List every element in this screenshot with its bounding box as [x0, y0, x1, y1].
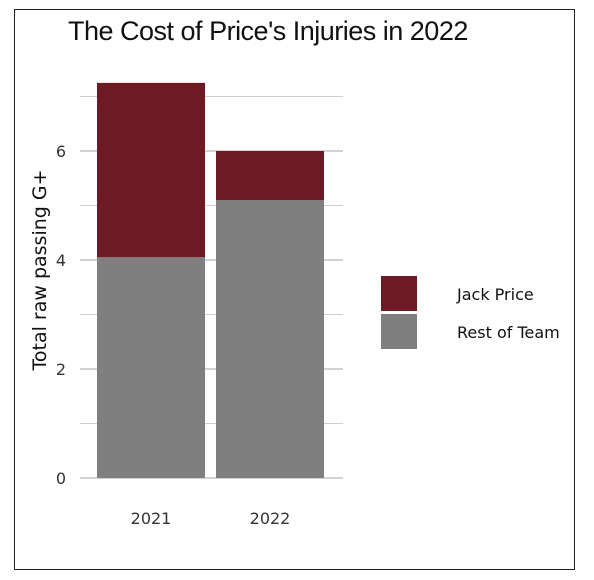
- y-tick-label: 2: [56, 360, 66, 379]
- chart-title: The Cost of Price's Injuries in 2022: [68, 16, 468, 46]
- y-tick-label: 0: [56, 469, 66, 488]
- bar-segment: [97, 257, 205, 478]
- y-tick-label: 6: [56, 142, 66, 161]
- y-axis-label: Total raw passing G+: [29, 169, 51, 371]
- legend-label: Jack Price: [456, 285, 534, 304]
- legend-swatch: [381, 276, 417, 311]
- bar-segment: [97, 82, 205, 258]
- y-tick-label: 4: [56, 251, 66, 270]
- bar-segment: [216, 151, 324, 201]
- legend-label: Rest of Team: [457, 323, 560, 342]
- bar-segment: [216, 200, 324, 479]
- legend-swatch: [381, 314, 417, 349]
- x-tick-label: 2021: [131, 509, 172, 528]
- x-tick-label: 2022: [250, 509, 291, 528]
